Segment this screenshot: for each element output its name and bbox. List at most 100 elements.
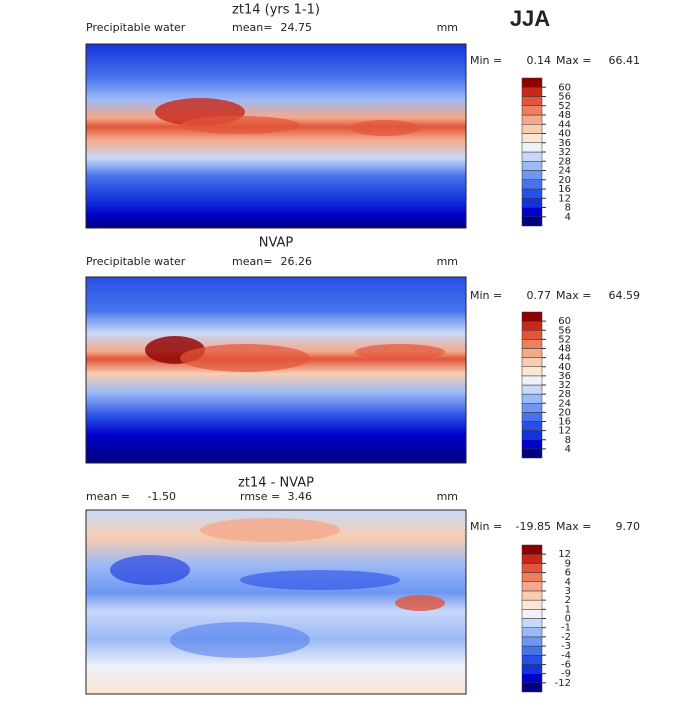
colorbar-label: 4: [565, 577, 571, 588]
units: mm: [437, 255, 458, 268]
units: mm: [437, 21, 458, 34]
colorbar-label: -6: [561, 659, 571, 670]
colorbar-label: 3: [565, 586, 571, 597]
color-box: [521, 439, 543, 450]
colorbar-label: -12: [555, 678, 571, 689]
mean-value: 24.75: [281, 21, 313, 34]
min-value: 0.77: [527, 289, 552, 302]
colorbar-label: 12: [558, 426, 571, 437]
colorbar-label: 56: [558, 92, 571, 103]
mean-value: -1.50: [148, 490, 176, 503]
min-label: Min =: [470, 289, 502, 302]
color-box: [521, 609, 543, 619]
color-box: [521, 105, 543, 116]
color-box: [521, 448, 543, 459]
max-value: 66.41: [609, 54, 641, 67]
colorbar-label: 12: [558, 549, 571, 560]
color-box: [521, 330, 543, 340]
color-box: [521, 124, 543, 134]
color-box: [521, 664, 543, 674]
colorbar-label: -3: [561, 641, 571, 652]
color-box: [521, 114, 543, 125]
rmse-label: rmse =: [240, 490, 280, 503]
colorbar-label: 32: [558, 380, 571, 391]
color-box: [521, 618, 543, 628]
color-box: [521, 133, 543, 143]
mean-value: 26.26: [281, 255, 313, 268]
color-box: [521, 170, 543, 180]
colorbar-label: 6: [565, 568, 571, 579]
color-box: [521, 403, 543, 413]
min-label: Min =: [470, 520, 502, 533]
colorbar-label: 48: [558, 110, 571, 121]
colorbar-label: -9: [561, 669, 571, 680]
panel-title: zt14 - NVAP: [238, 476, 314, 491]
colorbar-label: 56: [558, 325, 571, 336]
map: [85, 276, 467, 464]
min-label: Min =: [470, 54, 502, 67]
mean-label: mean =: [86, 490, 130, 503]
max-label: Max =: [556, 54, 591, 67]
colorbar-label: 60: [558, 316, 571, 327]
min-value: 0.14: [527, 54, 552, 67]
mean-label: mean=: [232, 255, 272, 268]
panel-title: NVAP: [259, 236, 294, 251]
colorbar-label: 52: [558, 334, 571, 345]
colorbar-label: 48: [558, 344, 571, 355]
colorbar-label: 20: [558, 175, 571, 186]
color-box: [521, 581, 543, 592]
colorbar-label: -2: [561, 632, 571, 643]
colorbar-label: 0: [565, 614, 571, 625]
color-box: [521, 553, 543, 564]
color-box: [521, 96, 543, 106]
color-box: [521, 412, 543, 422]
colorbar-label: -1: [561, 623, 571, 634]
color-box: [521, 151, 543, 162]
max-label: Max =: [556, 289, 591, 302]
colorbar-label: 2: [565, 595, 571, 606]
colorbar-label: 60: [558, 82, 571, 93]
color-box: [521, 366, 543, 377]
color-box: [521, 682, 543, 693]
colorbar-label: 9: [565, 558, 571, 569]
map: [85, 509, 467, 695]
color-box: [521, 142, 543, 153]
panel-subtitle: Precipitable water: [86, 21, 186, 34]
color-box: [521, 627, 543, 638]
color-box: [521, 563, 543, 573]
color-box: [521, 655, 543, 665]
color-box: [521, 311, 543, 322]
colorbar-label: 24: [558, 166, 571, 177]
max-label: Max =: [556, 520, 591, 533]
color-box: [521, 544, 543, 555]
max-value: 64.59: [609, 289, 641, 302]
color-box: [521, 87, 543, 97]
color-box: [521, 357, 543, 367]
color-box: [521, 430, 543, 440]
colorbar-label: 28: [558, 156, 571, 167]
color-box: [521, 375, 543, 386]
color-box: [521, 384, 543, 395]
colorbar-label: 4: [565, 444, 571, 455]
color-box: [521, 421, 543, 431]
color-box: [521, 77, 543, 88]
colorbar-label: 4: [565, 212, 571, 223]
color-box: [521, 320, 543, 331]
colorbar-label: -4: [561, 650, 571, 661]
color-box: [521, 339, 543, 349]
colorbar-label: 44: [558, 119, 571, 130]
color-box: [521, 645, 543, 656]
colorbar-label: 40: [558, 129, 571, 140]
color-box: [521, 207, 543, 217]
color-box: [521, 393, 543, 404]
map: [85, 43, 467, 229]
color-box: [521, 599, 543, 610]
units: mm: [437, 490, 458, 503]
colorbar-label: 28: [558, 389, 571, 400]
panel-title: zt14 (yrs 1-1): [232, 3, 320, 18]
max-value: 9.70: [616, 520, 641, 533]
color-box: [521, 590, 543, 601]
color-box: [521, 348, 543, 358]
colorbar-label: 44: [558, 353, 571, 364]
